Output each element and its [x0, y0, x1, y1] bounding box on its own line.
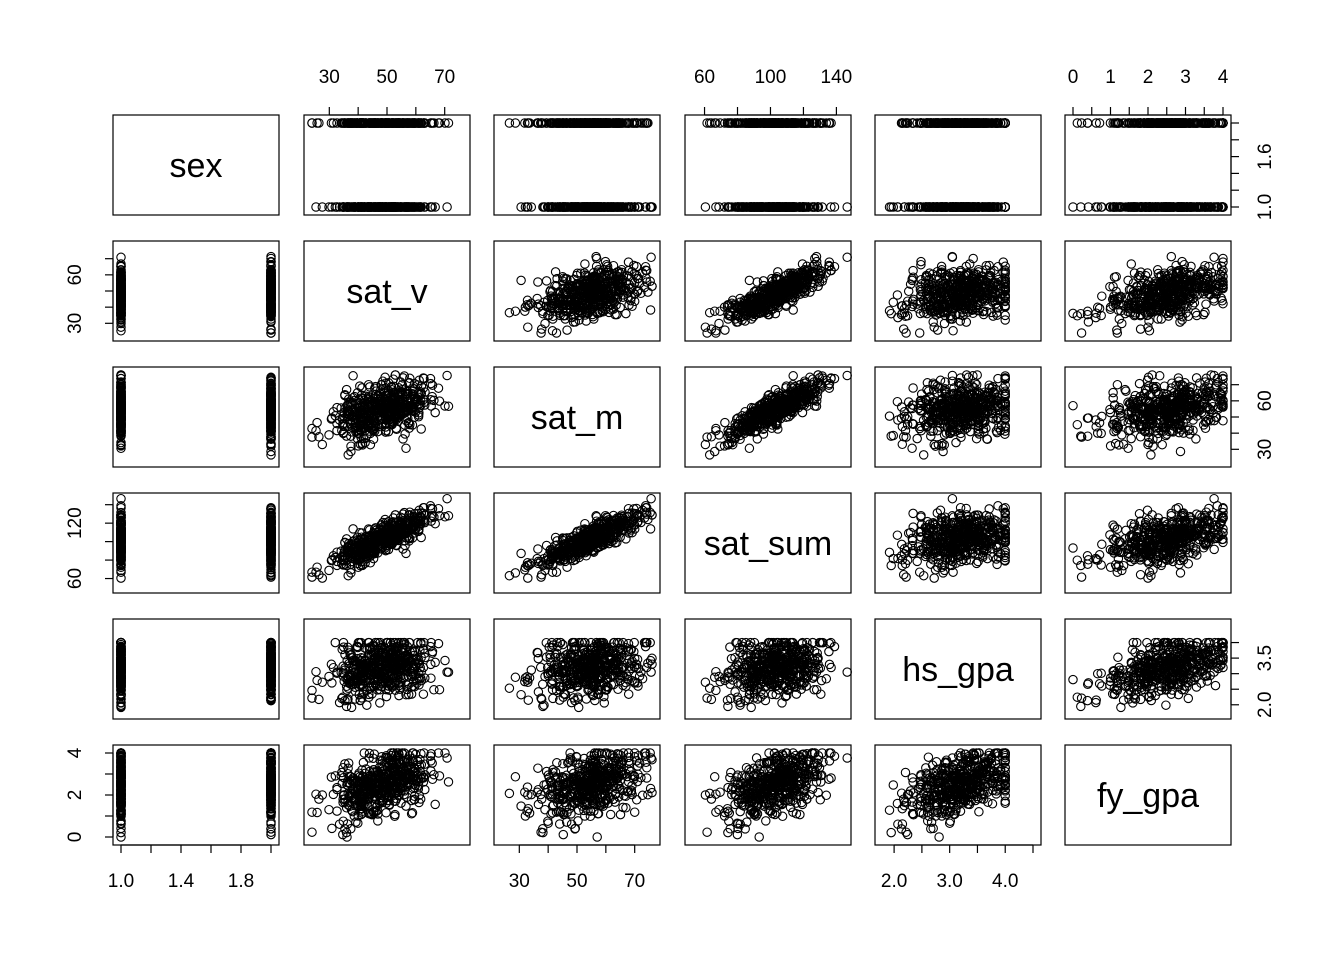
- data-point: [843, 253, 851, 261]
- data-point: [647, 253, 655, 261]
- variable-label: sat_v: [346, 273, 427, 311]
- panel-sat_v-vs-sat_v: sat_v: [304, 241, 470, 341]
- panel-sex-vs-fy_gpa: [1065, 115, 1231, 215]
- data-point: [701, 203, 709, 211]
- data-point: [327, 119, 335, 127]
- data-point: [1167, 252, 1175, 260]
- data-point: [893, 291, 901, 299]
- panel-sat_v-vs-sat_sum: [685, 241, 851, 341]
- data-point: [1145, 317, 1153, 325]
- data-point: [542, 277, 550, 285]
- data-point: [1127, 260, 1135, 268]
- data-point: [533, 294, 541, 302]
- data-point: [524, 323, 532, 331]
- data-point: [843, 203, 851, 211]
- data-point: [745, 276, 753, 284]
- data-point: [505, 309, 513, 317]
- data-point: [646, 306, 654, 314]
- panel-frame: [1065, 115, 1231, 215]
- panel-frame: [494, 115, 660, 215]
- data-point: [706, 309, 714, 317]
- data-point: [885, 307, 893, 315]
- panel-sex-vs-sat_v: [304, 115, 470, 215]
- panel-frame: [685, 115, 851, 215]
- data-point: [789, 306, 797, 314]
- data-point: [715, 319, 723, 327]
- data-point: [505, 119, 513, 127]
- panel-frame: [113, 241, 279, 341]
- data-point: [948, 253, 956, 261]
- data-point: [563, 326, 571, 334]
- data-point: [622, 309, 630, 317]
- panel-sat_v-vs-hs_gpa: [875, 241, 1041, 341]
- data-point: [916, 329, 924, 337]
- data-point: [1069, 203, 1077, 211]
- panel-sex-vs-sat_m: [494, 115, 660, 215]
- variable-label: sex: [170, 147, 223, 185]
- data-point: [940, 319, 948, 327]
- data-point: [962, 318, 970, 326]
- panel-sex-vs-sex: sex: [113, 115, 279, 215]
- data-point: [581, 260, 589, 268]
- panel-sex-vs-sat_sum: [685, 115, 851, 215]
- data-point: [753, 278, 761, 286]
- panel-sat_v-vs-fy_gpa: [1065, 241, 1231, 341]
- data-point: [1202, 300, 1210, 308]
- panel-frame: [304, 115, 470, 215]
- data-point: [711, 307, 719, 315]
- panel-sat_v-vs-sat_m: [494, 241, 660, 341]
- data-point: [534, 278, 542, 286]
- data-point: [701, 323, 709, 331]
- scatterplot-matrix: sexsat_vsat_msat_sumhs_gpafy_gpa 30 50 70 6…: [0, 0, 1344, 960]
- data-point: [1077, 329, 1085, 337]
- data-point: [517, 276, 525, 284]
- data-point: [628, 302, 636, 310]
- panel-frame: [875, 115, 1041, 215]
- data-point: [1210, 253, 1218, 261]
- panel-sex-vs-hs_gpa: [875, 115, 1041, 215]
- data-point: [443, 203, 451, 211]
- data-point: [1084, 119, 1092, 127]
- data-point: [511, 307, 519, 315]
- data-point: [949, 327, 957, 335]
- panel-sat_v-vs-sex: [113, 241, 279, 341]
- data-point: [1098, 292, 1106, 300]
